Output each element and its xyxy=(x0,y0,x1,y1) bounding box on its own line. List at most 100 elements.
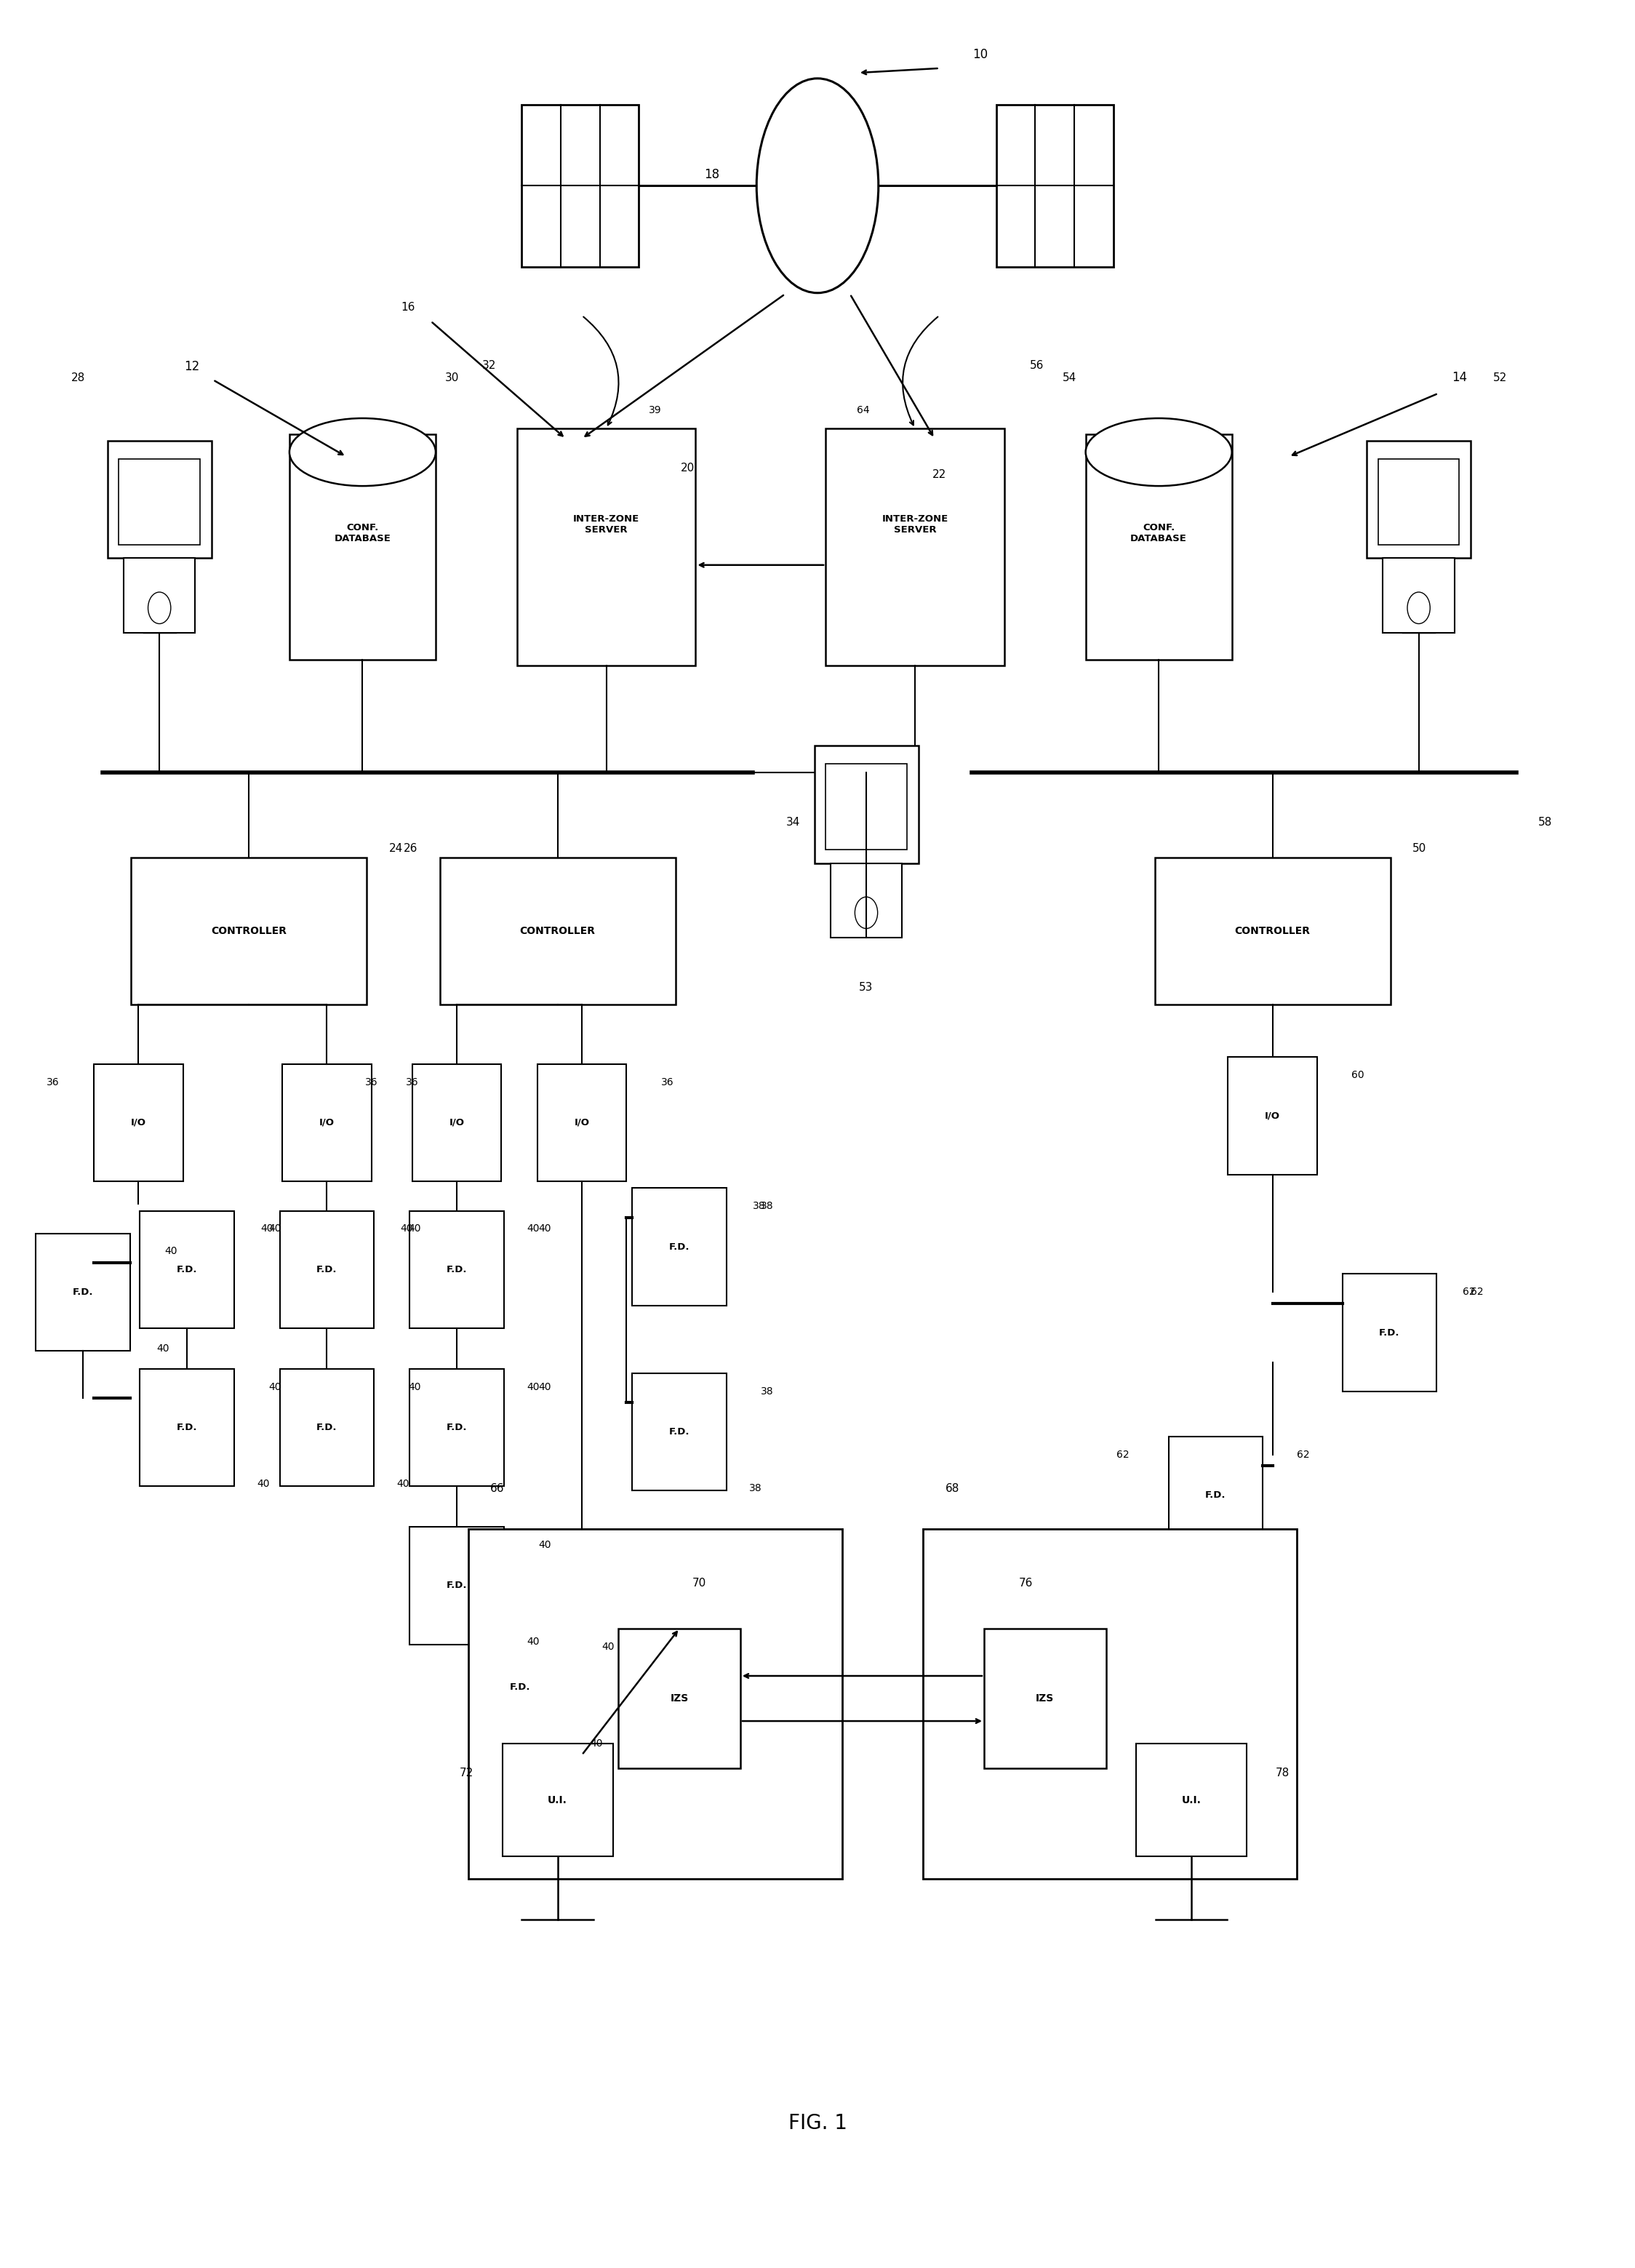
Text: 40: 40 xyxy=(157,1343,168,1354)
FancyBboxPatch shape xyxy=(141,1370,234,1486)
FancyBboxPatch shape xyxy=(108,440,211,558)
Text: 36: 36 xyxy=(46,1077,59,1086)
Text: I/O: I/O xyxy=(1265,1111,1280,1120)
Ellipse shape xyxy=(289,417,435,485)
Text: 40: 40 xyxy=(165,1247,177,1256)
Ellipse shape xyxy=(1086,417,1231,485)
Text: CONTROLLER: CONTROLLER xyxy=(1234,925,1310,937)
Text: F.D.: F.D. xyxy=(669,1243,690,1252)
Text: 40: 40 xyxy=(409,1225,420,1234)
FancyBboxPatch shape xyxy=(1086,433,1231,660)
Text: 40: 40 xyxy=(409,1381,420,1393)
Text: CONTROLLER: CONTROLLER xyxy=(211,925,286,937)
Text: IZS: IZS xyxy=(670,1694,688,1703)
Text: IZS: IZS xyxy=(1037,1694,1055,1703)
Text: F.D.: F.D. xyxy=(510,1683,530,1692)
FancyBboxPatch shape xyxy=(1154,857,1390,1005)
Text: 24: 24 xyxy=(389,844,402,853)
Text: I/O: I/O xyxy=(574,1118,590,1127)
Text: 40: 40 xyxy=(526,1225,540,1234)
Text: 60: 60 xyxy=(1352,1070,1364,1080)
Text: 52: 52 xyxy=(1493,372,1507,383)
Text: 30: 30 xyxy=(445,372,459,383)
FancyBboxPatch shape xyxy=(984,1628,1105,1769)
FancyBboxPatch shape xyxy=(283,1064,371,1182)
Text: I/O: I/O xyxy=(450,1118,464,1127)
Text: F.D.: F.D. xyxy=(1205,1490,1226,1499)
FancyBboxPatch shape xyxy=(826,764,907,851)
Text: CONF.
DATABASE: CONF. DATABASE xyxy=(1130,524,1187,544)
Text: 32: 32 xyxy=(482,361,497,370)
FancyBboxPatch shape xyxy=(502,1744,613,1857)
FancyBboxPatch shape xyxy=(36,1234,131,1352)
Text: 34: 34 xyxy=(786,816,800,828)
Text: 58: 58 xyxy=(1539,816,1553,828)
Text: 68: 68 xyxy=(945,1483,960,1495)
Text: 40: 40 xyxy=(268,1381,281,1393)
Text: U.I.: U.I. xyxy=(548,1794,567,1805)
Text: F.D.: F.D. xyxy=(1378,1329,1400,1338)
Text: 50: 50 xyxy=(1413,844,1426,853)
Text: 36: 36 xyxy=(365,1077,378,1086)
FancyBboxPatch shape xyxy=(517,429,695,665)
Text: 78: 78 xyxy=(1275,1767,1290,1778)
FancyBboxPatch shape xyxy=(522,104,639,268)
Text: 38: 38 xyxy=(749,1483,762,1495)
Text: 40: 40 xyxy=(397,1479,409,1490)
Text: 62: 62 xyxy=(1463,1286,1475,1297)
Text: 39: 39 xyxy=(649,406,662,415)
FancyBboxPatch shape xyxy=(633,1374,726,1490)
Text: 26: 26 xyxy=(404,844,417,853)
FancyBboxPatch shape xyxy=(538,1064,626,1182)
Text: 72: 72 xyxy=(459,1767,474,1778)
Text: 40: 40 xyxy=(268,1225,281,1234)
Text: F.D.: F.D. xyxy=(317,1422,337,1433)
Text: 22: 22 xyxy=(932,469,947,481)
FancyBboxPatch shape xyxy=(618,1628,741,1769)
Text: F.D.: F.D. xyxy=(446,1581,468,1590)
Text: 40: 40 xyxy=(260,1225,273,1234)
FancyBboxPatch shape xyxy=(280,1211,374,1329)
Text: 40: 40 xyxy=(590,1740,603,1749)
Text: 18: 18 xyxy=(705,168,719,181)
FancyBboxPatch shape xyxy=(996,104,1113,268)
FancyBboxPatch shape xyxy=(1342,1275,1437,1390)
Text: 36: 36 xyxy=(661,1077,674,1086)
Text: 12: 12 xyxy=(185,361,199,372)
Text: 40: 40 xyxy=(602,1642,615,1651)
Text: 62: 62 xyxy=(1297,1449,1310,1461)
Text: 10: 10 xyxy=(973,48,988,61)
FancyBboxPatch shape xyxy=(93,1064,183,1182)
Text: F.D.: F.D. xyxy=(177,1422,198,1433)
Text: 40: 40 xyxy=(538,1540,551,1549)
FancyBboxPatch shape xyxy=(468,1529,842,1880)
Text: 36: 36 xyxy=(405,1077,419,1086)
Text: CONTROLLER: CONTROLLER xyxy=(520,925,595,937)
Text: 62: 62 xyxy=(1472,1286,1483,1297)
FancyBboxPatch shape xyxy=(440,857,675,1005)
Text: F.D.: F.D. xyxy=(446,1422,468,1433)
FancyBboxPatch shape xyxy=(1136,1744,1246,1857)
Text: F.D.: F.D. xyxy=(177,1266,198,1275)
Text: I/O: I/O xyxy=(319,1118,335,1127)
Text: 76: 76 xyxy=(1019,1579,1033,1590)
FancyBboxPatch shape xyxy=(124,558,195,633)
Text: F.D.: F.D. xyxy=(317,1266,337,1275)
Text: 66: 66 xyxy=(490,1483,505,1495)
FancyBboxPatch shape xyxy=(1228,1057,1318,1175)
FancyBboxPatch shape xyxy=(1378,458,1460,544)
FancyBboxPatch shape xyxy=(924,1529,1297,1880)
FancyBboxPatch shape xyxy=(633,1188,726,1306)
Text: 38: 38 xyxy=(752,1202,765,1211)
Text: 20: 20 xyxy=(680,463,695,474)
FancyBboxPatch shape xyxy=(412,1064,502,1182)
Text: I/O: I/O xyxy=(131,1118,146,1127)
FancyBboxPatch shape xyxy=(410,1370,504,1486)
FancyBboxPatch shape xyxy=(119,458,199,544)
Text: 56: 56 xyxy=(1030,361,1043,370)
Text: INTER-ZONE
SERVER: INTER-ZONE SERVER xyxy=(574,515,639,535)
Text: 28: 28 xyxy=(72,372,85,383)
FancyBboxPatch shape xyxy=(831,864,903,937)
Text: 40: 40 xyxy=(538,1225,551,1234)
FancyBboxPatch shape xyxy=(141,1211,234,1329)
